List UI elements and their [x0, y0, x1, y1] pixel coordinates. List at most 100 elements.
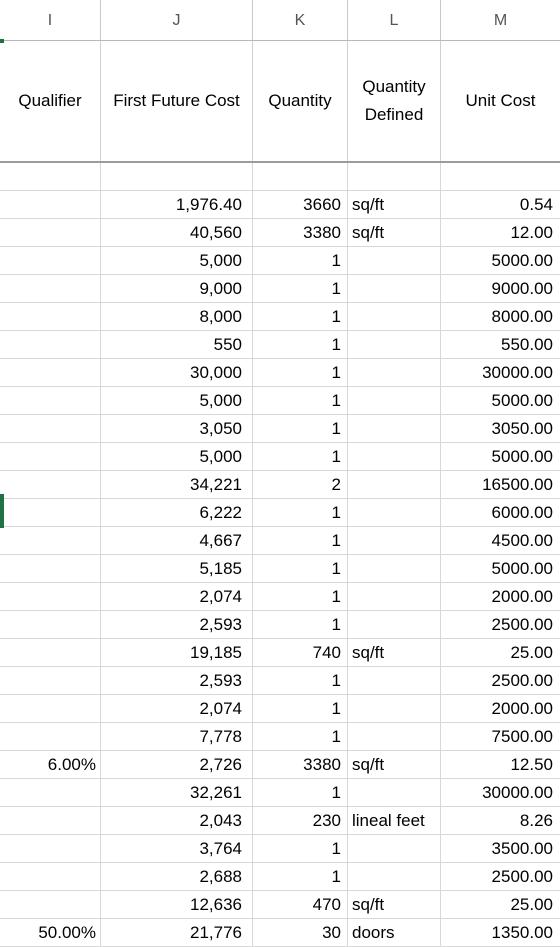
cell-quantity[interactable]: 1: [253, 583, 348, 611]
cell-quantity[interactable]: 1: [253, 695, 348, 723]
cell-quantity[interactable]: 1: [253, 723, 348, 751]
cell-first-future-cost[interactable]: 5,000: [101, 387, 253, 415]
cell-quantity[interactable]: 1: [253, 835, 348, 863]
cell-quantity[interactable]: 3380: [253, 751, 348, 779]
cell-qualifier[interactable]: 6.00%: [0, 751, 101, 779]
cell-unit-cost[interactable]: 3500.00: [491, 839, 553, 858]
cell-quantity-defined[interactable]: [348, 163, 441, 191]
cell-quantity-defined[interactable]: [348, 835, 441, 863]
cell-qualifier[interactable]: [0, 863, 101, 891]
cell-qualifier[interactable]: [0, 779, 101, 807]
cell-qualifier[interactable]: 50.00%: [0, 919, 101, 947]
cell-first-future-cost[interactable]: 5,000: [101, 247, 253, 275]
cell-quantity[interactable]: 1: [253, 443, 348, 471]
cell-quantity-defined[interactable]: lineal feet: [348, 807, 441, 835]
cell-unit-cost[interactable]: 3050.00: [491, 419, 553, 438]
cell-unit-cost[interactable]: 5000.00: [491, 447, 553, 466]
cell-quantity-defined[interactable]: [348, 527, 441, 555]
cell-unit-cost[interactable]: 2500.00: [491, 615, 553, 634]
cell-quantity-defined[interactable]: [348, 275, 441, 303]
cell-unit-cost[interactable]: 6000.00: [491, 503, 553, 522]
cell-qualifier[interactable]: [0, 695, 101, 723]
cell-unit-cost[interactable]: 2000.00: [491, 699, 553, 718]
cell-quantity[interactable]: 1: [253, 303, 348, 331]
cell-qualifier[interactable]: [0, 303, 101, 331]
cell-first-future-cost[interactable]: 40,560: [101, 219, 253, 247]
cell-first-future-cost[interactable]: 21,776: [101, 919, 253, 947]
cell-unit-cost[interactable]: 30000.00: [482, 783, 553, 802]
cell-first-future-cost[interactable]: 30,000: [101, 359, 253, 387]
cell-qualifier[interactable]: [0, 527, 101, 555]
column-header-m[interactable]: M: [493, 12, 508, 29]
cell-quantity[interactable]: 1: [253, 387, 348, 415]
cell-quantity[interactable]: 230: [253, 807, 348, 835]
cell-first-future-cost[interactable]: 2,074: [101, 583, 253, 611]
cell-quantity-defined[interactable]: [348, 415, 441, 443]
cell-unit-cost[interactable]: 550.00: [501, 335, 553, 354]
cell-first-future-cost[interactable]: 2,074: [101, 695, 253, 723]
cell-qualifier[interactable]: [0, 387, 101, 415]
cell-quantity[interactable]: 1: [253, 415, 348, 443]
cell-qualifier[interactable]: [0, 219, 101, 247]
cell-qualifier[interactable]: [0, 667, 101, 695]
cell-unit-cost[interactable]: 7500.00: [491, 727, 553, 746]
cell-first-future-cost[interactable]: 3,050: [101, 415, 253, 443]
cell-qualifier[interactable]: [0, 359, 101, 387]
column-header-k[interactable]: K: [253, 0, 348, 40]
cell-quantity-defined[interactable]: [348, 471, 441, 499]
cell-unit-cost[interactable]: 0.54: [519, 195, 553, 214]
cell-first-future-cost[interactable]: 12,636: [101, 891, 253, 919]
cell-quantity-defined[interactable]: [348, 667, 441, 695]
cell-unit-cost[interactable]: 2500.00: [491, 671, 553, 690]
cell-qualifier[interactable]: [0, 891, 101, 919]
header-unit-cost[interactable]: Unit Cost: [465, 91, 536, 110]
cell-unit-cost[interactable]: 12.50: [510, 755, 553, 774]
cell-first-future-cost[interactable]: 9,000: [101, 275, 253, 303]
cell-quantity[interactable]: 1: [253, 611, 348, 639]
cell-quantity[interactable]: 1: [253, 499, 348, 527]
cell-unit-cost[interactable]: 1350.00: [491, 923, 553, 942]
cell-first-future-cost[interactable]: 34,221: [101, 471, 253, 499]
cell-quantity-defined[interactable]: [348, 303, 441, 331]
cell-first-future-cost[interactable]: [101, 163, 253, 191]
cell-unit-cost[interactable]: 5000.00: [491, 559, 553, 578]
cell-quantity[interactable]: 470: [253, 891, 348, 919]
cell-quantity[interactable]: 1: [253, 359, 348, 387]
cell-quantity-defined[interactable]: [348, 863, 441, 891]
cell-quantity-defined[interactable]: sq/ft: [348, 639, 441, 667]
cell-quantity[interactable]: 1: [253, 779, 348, 807]
cell-qualifier[interactable]: [0, 275, 101, 303]
cell-quantity[interactable]: 2: [253, 471, 348, 499]
cell-first-future-cost[interactable]: 2,593: [101, 667, 253, 695]
cell-qualifier[interactable]: [0, 499, 101, 527]
cell-quantity-defined[interactable]: sq/ft: [348, 891, 441, 919]
cell-quantity[interactable]: 1: [253, 247, 348, 275]
cell-first-future-cost[interactable]: 3,764: [101, 835, 253, 863]
cell-first-future-cost[interactable]: 4,667: [101, 527, 253, 555]
cell-first-future-cost[interactable]: 32,261: [101, 779, 253, 807]
cell-unit-cost[interactable]: 12.00: [510, 223, 553, 242]
cell-qualifier[interactable]: [0, 247, 101, 275]
cell-qualifier[interactable]: [0, 807, 101, 835]
cell-unit-cost[interactable]: 8.26: [519, 811, 553, 830]
cell-quantity-defined[interactable]: [348, 611, 441, 639]
cell-quantity-defined[interactable]: sq/ft: [348, 219, 441, 247]
cell-first-future-cost[interactable]: 5,185: [101, 555, 253, 583]
cell-quantity-defined[interactable]: [348, 779, 441, 807]
cell-first-future-cost[interactable]: 7,778: [101, 723, 253, 751]
cell-unit-cost[interactable]: [441, 163, 560, 191]
column-header-j[interactable]: J: [101, 0, 253, 40]
cell-unit-cost[interactable]: 30000.00: [482, 363, 553, 382]
cell-first-future-cost[interactable]: 6,222: [101, 499, 253, 527]
cell-qualifier[interactable]: [0, 611, 101, 639]
cell-quantity-defined[interactable]: [348, 695, 441, 723]
cell-quantity-defined[interactable]: [348, 583, 441, 611]
header-quantity[interactable]: Quantity: [253, 41, 348, 161]
cell-quantity[interactable]: 1: [253, 527, 348, 555]
cell-first-future-cost[interactable]: 550: [101, 331, 253, 359]
cell-qualifier[interactable]: [0, 443, 101, 471]
column-header-i[interactable]: I: [0, 0, 101, 40]
cell-qualifier[interactable]: [0, 415, 101, 443]
cell-unit-cost[interactable]: 8000.00: [491, 307, 553, 326]
cell-quantity-defined[interactable]: [348, 247, 441, 275]
